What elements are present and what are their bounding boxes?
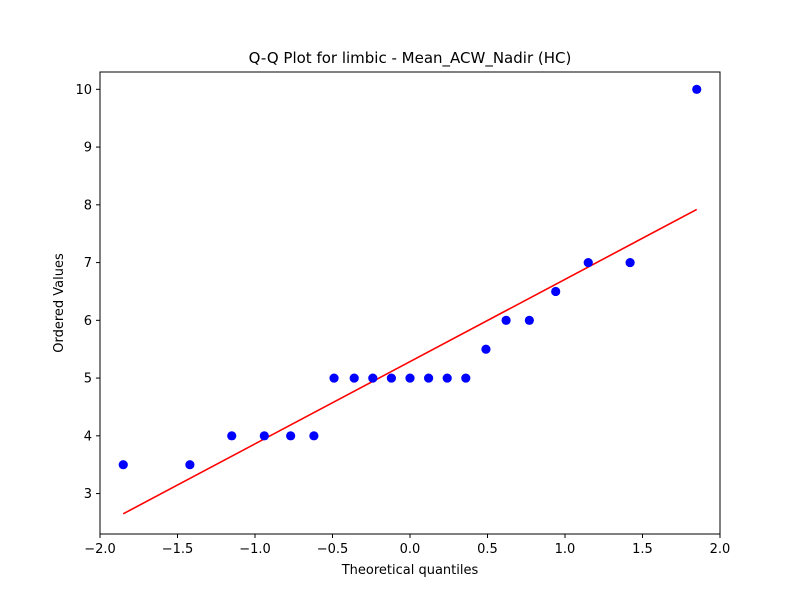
data-point bbox=[405, 373, 415, 383]
data-point bbox=[583, 257, 593, 268]
data-point bbox=[625, 257, 635, 268]
x-tick-label: −1.0 bbox=[239, 542, 271, 557]
data-point bbox=[329, 373, 339, 383]
x-tick-label: 1.0 bbox=[555, 542, 576, 557]
data-point bbox=[551, 286, 561, 297]
x-tick-label: −0.5 bbox=[317, 542, 349, 557]
y-tick-label: 3 bbox=[84, 487, 92, 502]
y-axis-label: Ordered Values bbox=[52, 253, 67, 353]
x-axis-label: Theoretical quantiles bbox=[341, 563, 479, 578]
plot-content bbox=[118, 84, 702, 515]
data-point bbox=[286, 431, 296, 441]
x-axis-ticks: −2.0 −1.5 −1.0 −0.5 0.0 0.5 1.0 1.5 2.0 bbox=[84, 534, 730, 557]
data-point bbox=[692, 84, 702, 94]
data-point bbox=[368, 373, 378, 383]
x-tick-label: −2.0 bbox=[84, 542, 116, 557]
data-point bbox=[309, 431, 319, 441]
x-tick-label: 2.0 bbox=[710, 542, 731, 557]
data-point bbox=[501, 315, 511, 325]
x-tick-label: 0.5 bbox=[477, 542, 498, 557]
data-point bbox=[118, 460, 128, 470]
fit-line bbox=[122, 208, 698, 515]
x-tick-label: 0.0 bbox=[400, 542, 421, 557]
x-tick-label: −1.5 bbox=[162, 542, 194, 557]
data-point bbox=[227, 431, 237, 441]
y-tick-label: 10 bbox=[75, 83, 92, 98]
data-point bbox=[524, 315, 534, 325]
data-point bbox=[349, 373, 359, 383]
y-tick-label: 6 bbox=[84, 314, 92, 329]
data-point bbox=[481, 344, 491, 354]
y-axis-ticks: 3 4 5 6 7 8 9 10 bbox=[75, 83, 100, 502]
data-point bbox=[185, 460, 195, 470]
y-tick-label: 9 bbox=[84, 141, 92, 156]
y-tick-label: 5 bbox=[84, 372, 92, 387]
data-point bbox=[442, 373, 452, 383]
data-point bbox=[461, 373, 471, 383]
x-tick-label: 1.5 bbox=[632, 542, 653, 557]
data-point bbox=[386, 373, 396, 383]
y-tick-label: 4 bbox=[84, 429, 92, 444]
axes-frame bbox=[99, 71, 721, 535]
chart-title: Q-Q Plot for limbic - Mean_ACW_Nadir (HC… bbox=[249, 49, 572, 68]
data-point bbox=[259, 431, 269, 441]
y-tick-label: 7 bbox=[84, 256, 92, 271]
data-point bbox=[424, 373, 434, 383]
y-tick-label: 8 bbox=[84, 198, 92, 213]
